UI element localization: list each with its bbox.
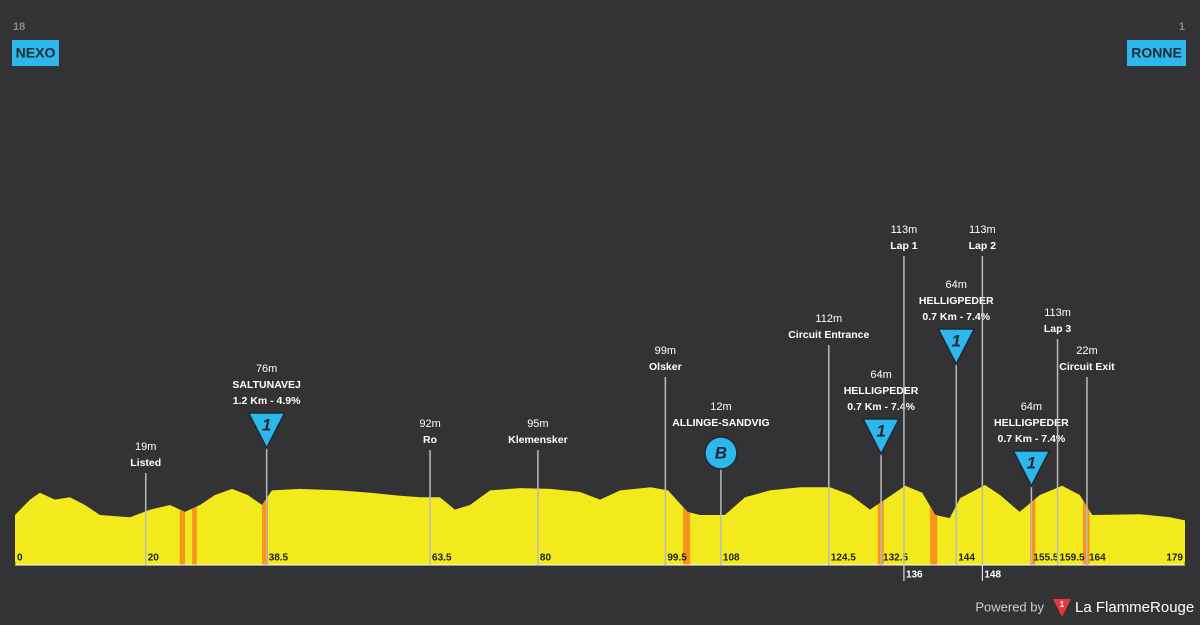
altitude-label: 64m: [870, 369, 891, 381]
x-tick-label: 155.5: [1033, 553, 1058, 564]
steep-section: [1030, 485, 1036, 565]
x-tick-label: 80: [540, 553, 552, 564]
x-tick-label: 132.5: [883, 553, 908, 564]
finish-number: 1: [1179, 21, 1185, 33]
powered-by: Powered by: [975, 599, 1044, 614]
waypoint-name: HELLIGPEDER: [994, 417, 1069, 429]
x-tick-label: 159.5: [1060, 553, 1085, 564]
sprint-icon: [704, 436, 738, 470]
x-tick-label: 124.5: [831, 553, 856, 564]
climb-detail: 0.7 Km - 7.4%: [847, 401, 915, 413]
climb-category: 1: [1027, 453, 1036, 472]
waypoint-name: Listed: [130, 457, 161, 469]
waypoint-name: Ro: [423, 434, 437, 446]
waypoint-name: ALLINGE-SANDVIG: [672, 417, 769, 429]
altitude-label: 12m: [710, 401, 731, 413]
climb-detail: 1.2 Km - 4.9%: [233, 395, 301, 407]
x-tick-label: 20: [148, 553, 160, 564]
altitude-label: 113m: [969, 224, 996, 236]
steep-section: [192, 485, 197, 565]
x-tick-label: 144: [958, 553, 975, 564]
waypoint-name: SALTUNAVEJ: [232, 379, 301, 391]
altitude-label: 22m: [1076, 345, 1097, 357]
waypoint-name: Olsker: [649, 361, 682, 373]
finish-name: RONNE: [1131, 45, 1182, 61]
steep-section: [179, 485, 185, 565]
climb-icon: [247, 412, 286, 450]
x-tick-label: 136: [906, 570, 923, 581]
climb-detail: 0.7 Km - 7.4%: [998, 433, 1066, 445]
climb-icon: [1012, 450, 1051, 488]
waypoint-name: Lap 3: [1044, 323, 1072, 335]
x-tick-label: 99.5: [667, 553, 687, 564]
waypoint-name: Circuit Entrance: [788, 329, 869, 341]
altitude-label: 76m: [256, 363, 277, 375]
climb-category: 1: [876, 421, 885, 440]
climb-icon: [936, 328, 976, 366]
finish-box: [1127, 40, 1186, 66]
altitude-label: 113m: [1044, 307, 1071, 319]
steep-section: [683, 485, 691, 565]
waypoint-name: Circuit Exit: [1059, 361, 1115, 373]
start-name: NEXO: [16, 45, 56, 61]
climb-detail: 0.7 Km - 7.4%: [922, 311, 990, 323]
waypoint-name: HELLIGPEDER: [919, 295, 994, 307]
climb-category: 1: [951, 331, 960, 350]
climb-icon: [861, 418, 901, 456]
x-tick-label: 63.5: [432, 553, 452, 564]
profile-area: [15, 485, 1185, 565]
steep-section: [262, 485, 268, 565]
waypoint-name: Lap 1: [890, 240, 918, 252]
start-number: 18: [13, 21, 25, 33]
logo-mark: 1: [1060, 600, 1065, 609]
x-tick-label: 108: [723, 553, 740, 564]
x-tick-label: 164: [1089, 553, 1106, 564]
x-tick-label: 38.5: [269, 553, 289, 564]
climb-category: 1: [262, 415, 271, 434]
sprint-label: B: [715, 443, 727, 462]
waypoint-name: Lap 2: [969, 240, 997, 252]
steep-section: [930, 485, 938, 565]
altitude-label: 95m: [527, 418, 548, 430]
altitude-label: 19m: [135, 441, 156, 453]
logo: [1053, 599, 1071, 617]
waypoint-name: HELLIGPEDER: [844, 385, 919, 397]
x-tick-label: 0: [17, 553, 23, 564]
altitude-label: 113m: [891, 224, 918, 236]
altitude-label: 92m: [419, 418, 440, 430]
altitude-label: 64m: [946, 279, 967, 291]
altitude-label: 99m: [655, 345, 676, 357]
start-box: [12, 40, 59, 66]
waypoint-name: Klemensker: [508, 434, 568, 446]
brand: La FlammeRouge: [1075, 599, 1194, 616]
x-tick-label: 148: [984, 570, 1001, 581]
altitude-label: 64m: [1021, 401, 1042, 413]
altitude-label: 112m: [815, 313, 842, 325]
x-tick-label: 179: [1166, 553, 1183, 564]
